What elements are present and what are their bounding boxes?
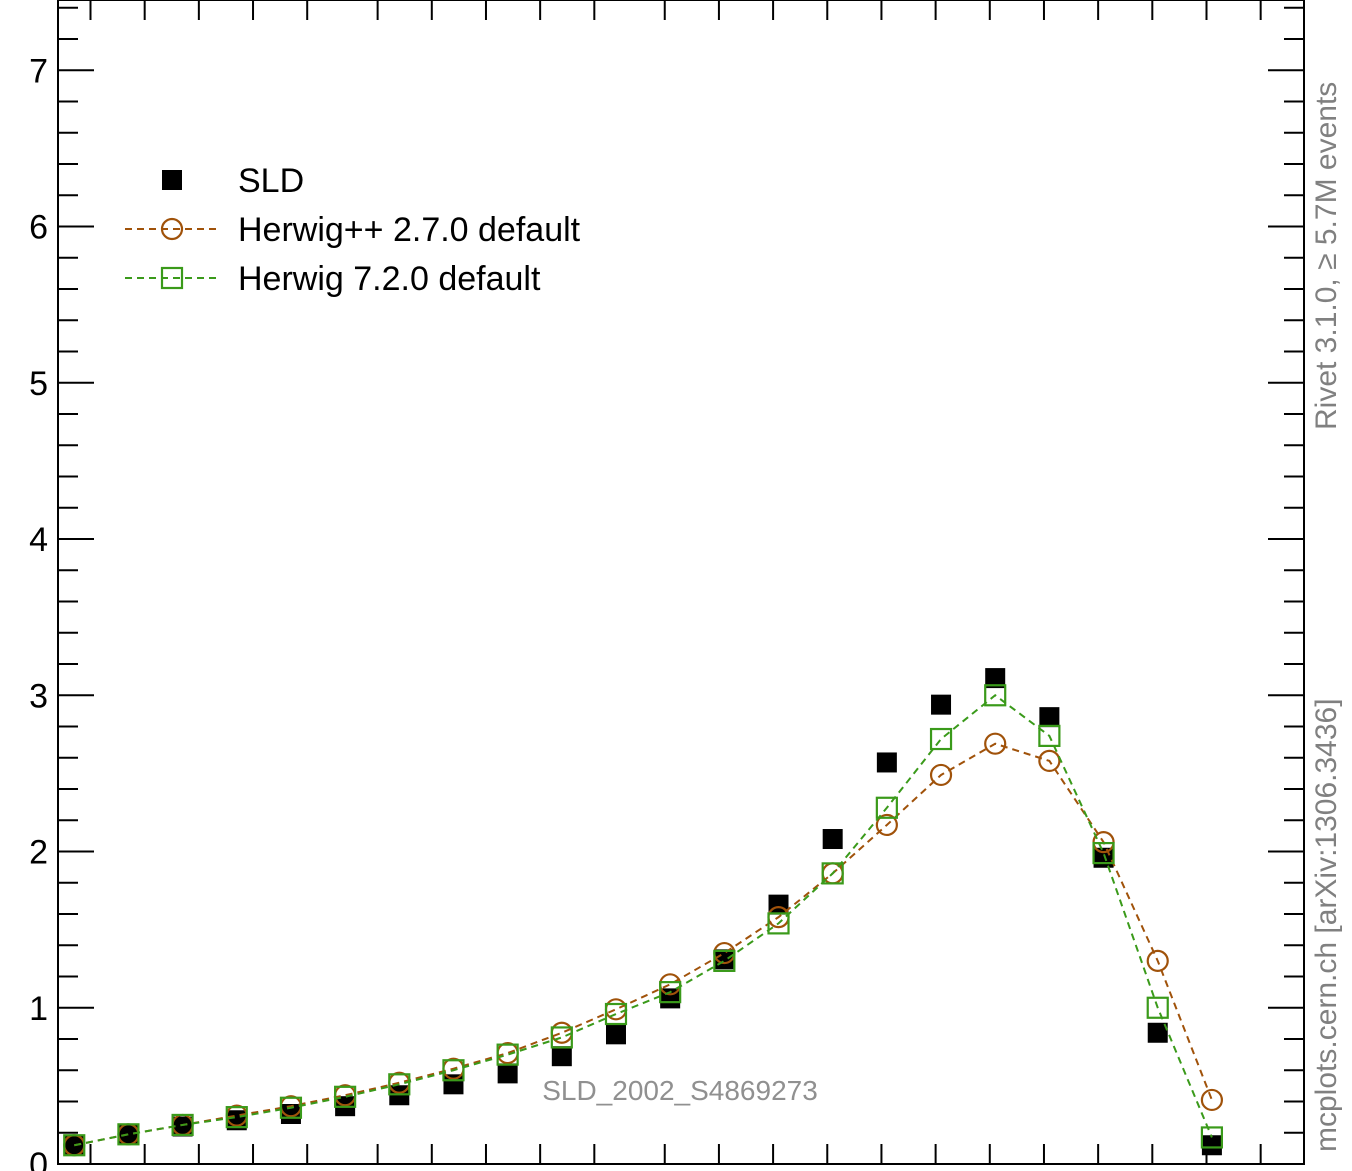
legend-entry: Herwig++ 2.7.0 default xyxy=(125,211,581,249)
data-point xyxy=(876,752,897,773)
data-point xyxy=(875,796,898,819)
data-point xyxy=(279,1096,303,1119)
data-point xyxy=(604,998,628,1021)
mcplots-credit-label: mcplots.cern.ch [arXiv:1306.3436] xyxy=(1310,698,1343,1152)
rivet-version-label: Rivet 3.1.0, ≥ 5.7M events xyxy=(1310,81,1343,430)
data-point xyxy=(1093,847,1114,868)
data-point xyxy=(1039,707,1060,728)
data-point xyxy=(1201,1135,1222,1156)
data-series xyxy=(63,668,1224,1157)
legend-marker xyxy=(160,217,184,241)
data-point xyxy=(604,1002,628,1026)
data-point xyxy=(605,1024,626,1045)
data-point xyxy=(1147,1022,1168,1043)
series-2 xyxy=(63,684,1224,1157)
legend-label: SLD xyxy=(238,162,304,200)
data-point xyxy=(1200,1088,1224,1112)
legend-marker xyxy=(160,266,184,290)
data-point xyxy=(550,1026,573,1049)
data-point xyxy=(1038,724,1061,747)
y-tick-label: 4 xyxy=(29,521,48,559)
data-point xyxy=(443,1074,464,1095)
data-point xyxy=(171,1113,194,1137)
data-point xyxy=(713,949,736,972)
data-point xyxy=(496,1043,519,1066)
data-point xyxy=(985,668,1006,689)
y-tick-label: 3 xyxy=(29,677,48,715)
data-point xyxy=(659,981,682,1004)
data-point xyxy=(929,727,953,751)
legend: SLD Herwig++ 2.7.0 default Herwig 7.2.0 de… xyxy=(125,162,581,298)
data-point xyxy=(984,732,1007,755)
data-point xyxy=(117,1123,140,1146)
data-point xyxy=(551,1046,572,1067)
data-point xyxy=(388,1073,411,1096)
data-point xyxy=(1146,996,1169,1019)
legend-label: Herwig 7.2.0 default xyxy=(238,260,541,298)
data-point xyxy=(822,829,843,850)
data-point xyxy=(334,1085,357,1108)
y-tick-label: 0 xyxy=(29,1146,48,1171)
data-point xyxy=(1092,841,1115,865)
data-point xyxy=(875,813,898,837)
y-tick-label: 5 xyxy=(29,365,48,403)
data-point xyxy=(1146,949,1169,972)
legend-entry: Herwig 7.2.0 default xyxy=(125,260,541,298)
legend-marker xyxy=(162,170,182,190)
data-point xyxy=(63,1134,86,1157)
plot-frame xyxy=(57,0,1305,1165)
data-point xyxy=(1038,749,1061,772)
legend-label: Herwig++ 2.7.0 default xyxy=(238,211,581,249)
y-tick-label: 7 xyxy=(29,52,48,90)
data-point xyxy=(984,684,1007,707)
axis-ticks: 0 1 2 3 4 5 6 7 xyxy=(29,0,1304,1171)
data-point xyxy=(118,1124,139,1145)
analysis-watermark: SLD_2002_S4869273 xyxy=(542,1075,818,1106)
series-line xyxy=(74,694,1213,1147)
data-point xyxy=(280,1104,301,1125)
data-point xyxy=(929,763,953,787)
data-point xyxy=(1200,1126,1224,1149)
data-point xyxy=(821,862,844,885)
data-point xyxy=(767,912,790,935)
y-tick-label: 6 xyxy=(29,209,48,247)
data-point xyxy=(172,1116,193,1137)
data-point xyxy=(442,1059,465,1082)
y-tick-label: 1 xyxy=(29,990,48,1028)
data-point xyxy=(225,1106,248,1129)
data-point xyxy=(497,1063,518,1084)
data-point xyxy=(931,694,952,715)
y-tick-label: 2 xyxy=(29,834,48,872)
legend-entry: SLD xyxy=(162,162,304,200)
series-line xyxy=(74,742,1213,1147)
